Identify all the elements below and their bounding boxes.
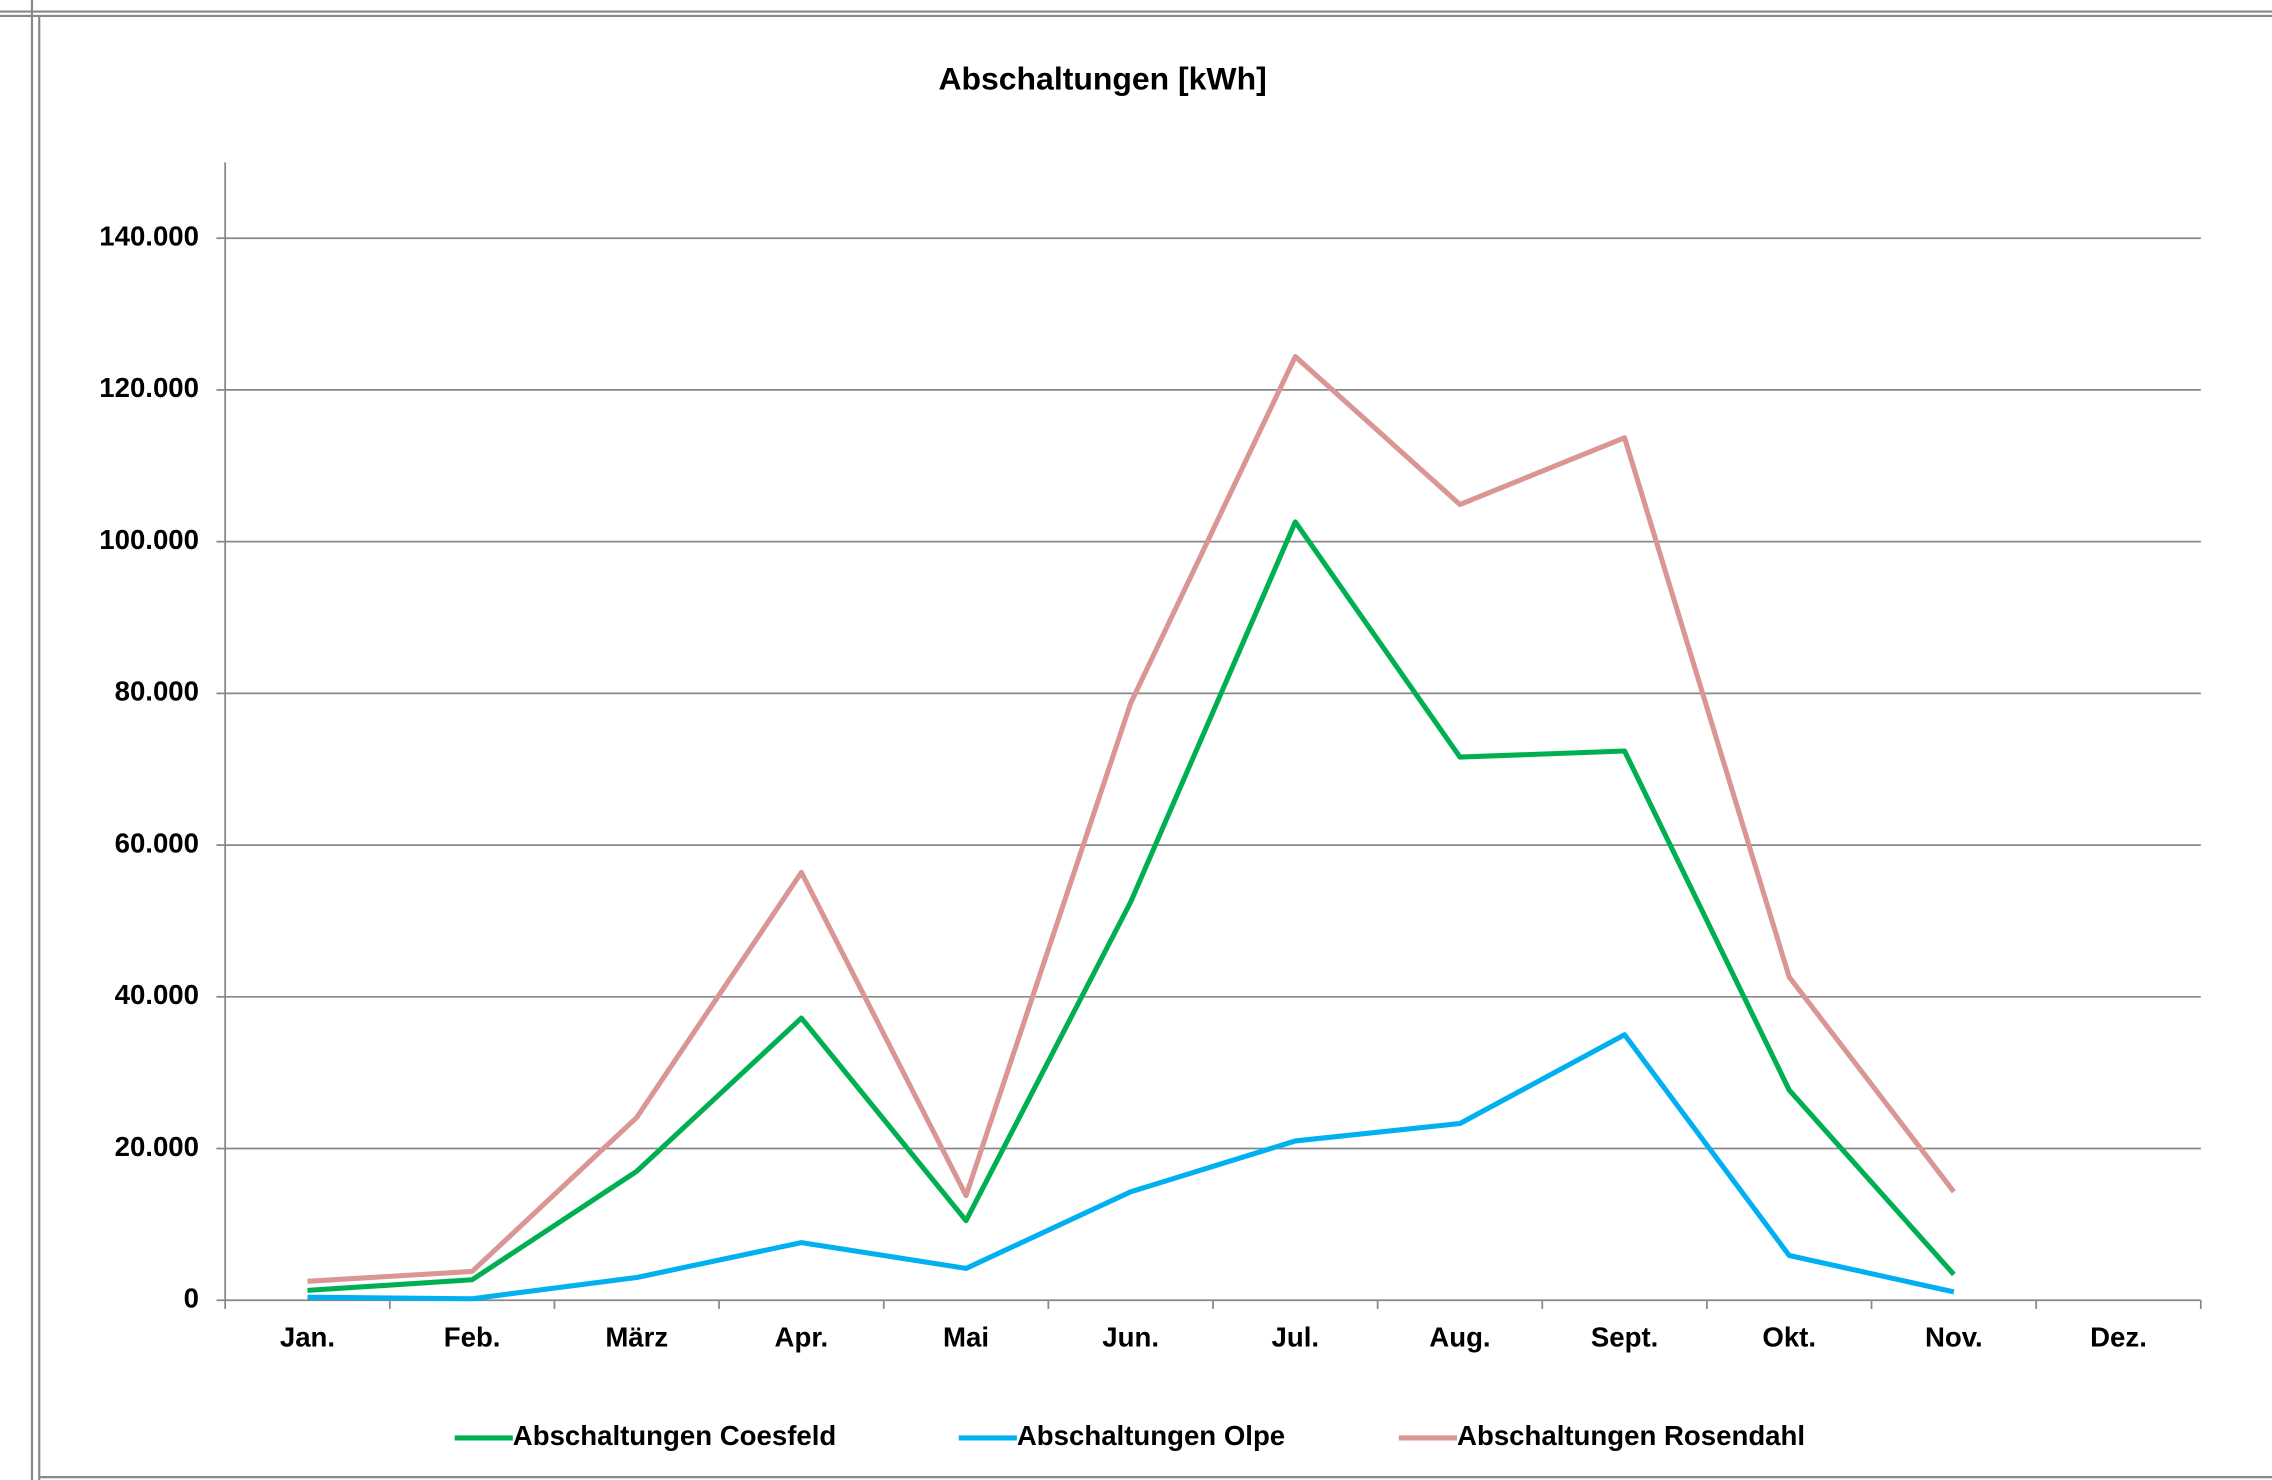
y-tick-label: 120.000 xyxy=(99,372,199,403)
data-line xyxy=(307,354,1956,1284)
x-tick-label: März xyxy=(605,1322,668,1353)
y-tick-label: 0 xyxy=(184,1283,199,1314)
legend-label: Abschaltungen Coesfeld xyxy=(513,1420,836,1451)
y-tick-label: 20.000 xyxy=(115,1131,199,1162)
x-tick-label: Apr. xyxy=(775,1322,829,1353)
x-tick-label: Jun. xyxy=(1102,1322,1159,1353)
x-tick-label: Okt. xyxy=(1762,1322,1816,1353)
y-tick-label: 140.000 xyxy=(99,221,199,252)
x-tick-label: Jan. xyxy=(280,1322,335,1353)
x-tick-label: Nov. xyxy=(1925,1322,1983,1353)
legend-label: Abschaltungen Olpe xyxy=(1017,1420,1285,1451)
chart-title: Abschaltungen [kWh] xyxy=(938,61,1266,97)
data-line xyxy=(307,519,1956,1293)
x-tick-label: Jul. xyxy=(1272,1322,1320,1353)
y-tick-label: 60.000 xyxy=(115,827,199,858)
data-line xyxy=(307,1032,1955,1302)
y-tick-label: 100.000 xyxy=(99,524,199,555)
y-tick-label: 40.000 xyxy=(115,979,199,1010)
x-tick-label: Feb. xyxy=(444,1322,501,1353)
y-tick-label: 80.000 xyxy=(115,676,199,707)
x-tick-label: Sept. xyxy=(1591,1322,1658,1353)
x-tick-label: Mai xyxy=(943,1322,989,1353)
x-tick-label: Dez. xyxy=(2090,1322,2147,1353)
x-tick-label: Aug. xyxy=(1429,1322,1490,1353)
legend-label: Abschaltungen Rosendahl xyxy=(1457,1420,1805,1451)
